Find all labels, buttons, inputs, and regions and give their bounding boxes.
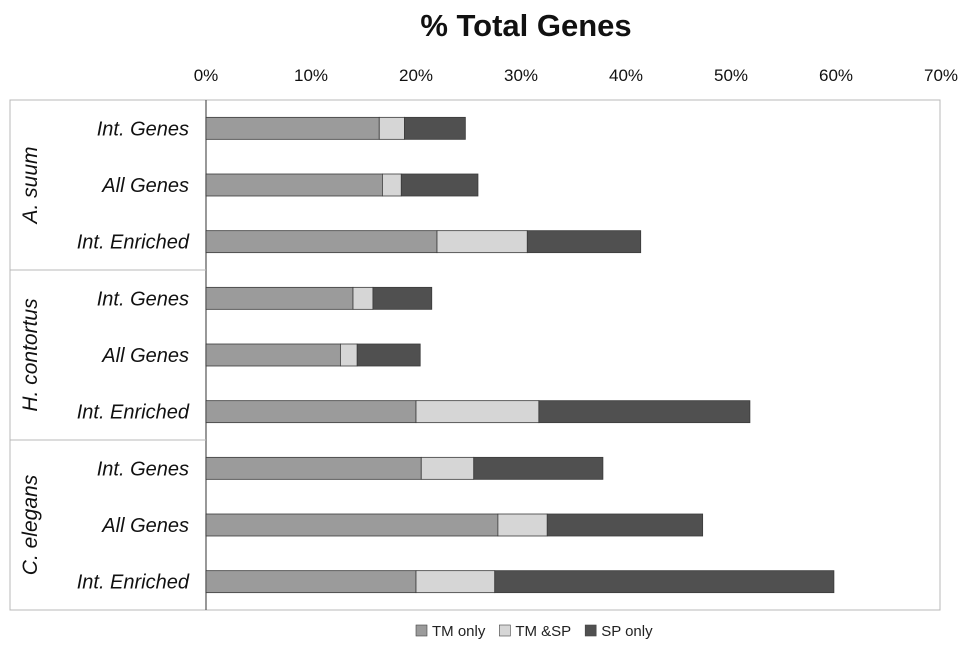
group-label: H. contortus xyxy=(19,298,42,412)
category-label: Int. Genes xyxy=(97,118,189,140)
x-tick-label: 40% xyxy=(609,66,643,85)
bar-segment xyxy=(205,400,417,424)
bar-segment xyxy=(546,513,704,537)
bar-segment xyxy=(205,513,499,537)
bar-segment xyxy=(415,570,496,594)
x-tick-label: 20% xyxy=(399,66,433,85)
category-label: All Genes xyxy=(101,515,189,537)
legend-label: TM only xyxy=(432,623,486,640)
bar-segment xyxy=(339,343,358,367)
bar-segment xyxy=(404,116,466,140)
plot-frame xyxy=(9,99,941,611)
x-tick-label: 70% xyxy=(924,66,958,85)
group-label: A. suum xyxy=(19,146,42,225)
category-label: Int. Enriched xyxy=(77,402,190,424)
bars xyxy=(205,116,835,594)
chart-title: % Total Genes xyxy=(420,8,631,43)
category-label: Int. Genes xyxy=(97,288,189,310)
bar-segment xyxy=(538,400,751,424)
category-label: Int. Genes xyxy=(97,458,189,480)
bar-segment xyxy=(497,513,548,537)
bar-segment xyxy=(378,116,405,140)
bar-segment xyxy=(400,173,479,197)
bar-segment xyxy=(356,343,421,367)
bar-segment xyxy=(420,456,475,480)
bar-segment xyxy=(494,570,835,594)
legend-label: TM &SP xyxy=(515,623,571,640)
category-label: Int. Enriched xyxy=(77,572,190,594)
legend-label: SP only xyxy=(601,623,653,640)
bar-segment xyxy=(205,286,354,310)
group-label: C. elegans xyxy=(19,474,42,575)
bar-segment xyxy=(352,286,374,310)
bar-segment xyxy=(205,456,422,480)
legend-swatch xyxy=(584,624,597,637)
x-tick-label: 10% xyxy=(294,66,328,85)
legend-swatch xyxy=(499,624,511,637)
bar-segment xyxy=(205,173,383,197)
x-axis-ticks: 0% 10% 20% 30% 40% 50% 60% 70% xyxy=(194,66,958,85)
group-labels: A. suum H. contortus C. elegans xyxy=(10,146,206,575)
bar-segment xyxy=(205,570,417,594)
x-tick-label: 0% xyxy=(194,66,219,85)
x-tick-label: 50% xyxy=(714,66,748,85)
legend: TM only TM &SP SP only xyxy=(415,623,653,640)
category-label: All Genes xyxy=(101,345,189,367)
x-tick-label: 60% xyxy=(819,66,853,85)
bar-segment xyxy=(473,456,604,480)
bar-segment xyxy=(205,116,380,140)
category-labels: Int. Genes All Genes Int. Enriched Int. Gen… xyxy=(77,118,190,593)
bar-segment xyxy=(415,400,540,424)
category-label: Int. Enriched xyxy=(77,232,190,254)
x-tick-label: 30% xyxy=(504,66,538,85)
bar-segment xyxy=(372,286,433,310)
bar-segment xyxy=(526,230,642,254)
bar-segment xyxy=(436,230,528,254)
bar-segment xyxy=(381,173,402,197)
bar-segment xyxy=(205,343,341,367)
category-label: All Genes xyxy=(101,175,189,197)
legend-swatch xyxy=(415,624,428,637)
bar-segment xyxy=(205,230,438,254)
